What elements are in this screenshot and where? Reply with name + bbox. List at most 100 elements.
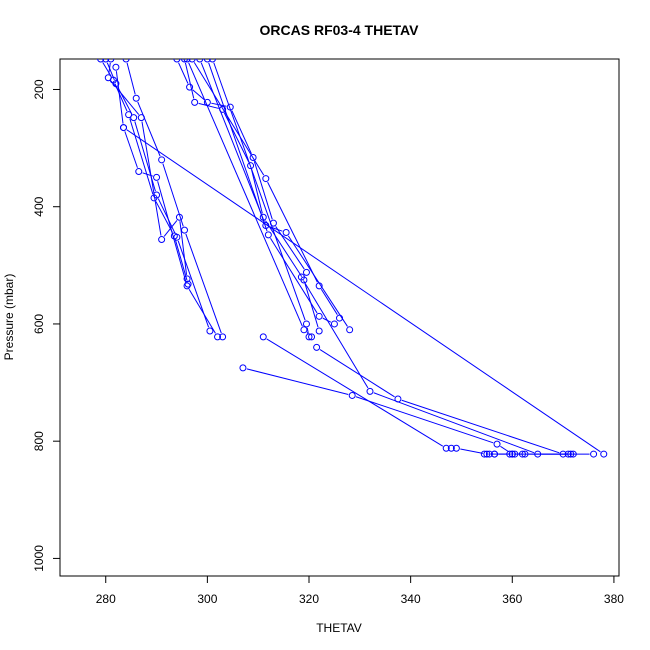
y-tick-label: 800 [32,431,46,451]
series-16 [297,273,577,458]
series-line-segment [306,332,309,335]
data-point [394,395,402,403]
series-line-segment [306,327,309,334]
series-9 [188,59,343,322]
y-tick-label: 400 [32,196,46,216]
data-point [313,343,321,351]
data-point [183,275,191,283]
data-point [181,59,189,63]
data-point [452,444,460,452]
data-point [203,59,211,63]
series-line-segment [155,201,173,233]
data-point [282,229,290,237]
y-axis-label: Pressure (mbar) [2,274,16,361]
data-point [330,320,338,328]
data-point [188,59,196,63]
plot-area: 280 300 320 340 360 380 200 400 600 800 1000 [32,58,624,606]
series-line-segment [185,233,222,334]
y-tick-label: 600 [32,314,46,334]
data-point [493,440,501,448]
series-5 [122,59,227,341]
series-line-segment [231,110,252,155]
data-point [567,450,575,458]
series-line-segment [287,235,348,327]
series-line-segment [500,445,510,453]
x-tick-label: 320 [299,592,319,606]
series-20 [485,450,575,458]
series-line-segment [192,89,205,101]
x-axis-label: THETAV [316,621,362,635]
data-point [132,94,140,102]
series-4 [112,63,222,341]
plot-frame [59,58,620,577]
series-line-segment [184,62,195,99]
series-line-segment [198,102,219,109]
x-tick-label: 360 [502,592,522,606]
series-17 [313,343,572,458]
data-point [308,333,316,341]
series-line-segment [355,396,494,444]
data-point [366,387,374,395]
series-line-segment [115,71,124,124]
data-point [485,450,493,458]
series-14 [259,333,455,452]
data-point [442,444,450,452]
data-point [104,74,112,82]
data-point [158,236,166,244]
series-line-segment [319,349,395,398]
series-group [97,59,608,458]
series-line-segment [124,131,138,168]
data-point [346,326,354,334]
series-line-segment [265,220,303,277]
series-line-segment [200,62,265,222]
data-point [490,450,498,458]
y-tick-label: 200 [32,79,46,99]
series-line-segment [213,62,306,321]
data-point [264,231,272,239]
data-point [183,59,191,63]
series-line-segment [188,289,216,334]
series-line-segment [320,288,338,315]
series-line-segment [266,338,444,447]
data-point [315,327,323,335]
series-line-segment [373,392,535,454]
data-point [186,83,194,91]
series-2 [102,59,214,335]
series-line-segment [141,121,162,236]
series-line-segment [157,198,176,234]
chart-title: ORCAS RF03-4 THETAV [260,22,420,38]
data-point [97,59,105,63]
series-line-segment [126,129,601,453]
data-point [112,63,120,71]
data-point [600,450,608,458]
data-point [302,268,310,276]
series-line-segment [275,226,305,270]
data-point [122,59,130,63]
series-line-segment [246,368,349,395]
data-point [214,333,222,341]
data-point [125,111,133,119]
series-1 [97,59,192,288]
data-point [262,175,270,183]
series-line-segment [303,280,369,389]
data-point [480,450,488,458]
series-line-segment [188,62,303,327]
data-point [300,326,308,334]
data-point [130,114,138,122]
data-point [302,320,310,328]
x-tick-label: 300 [197,592,217,606]
data-point [153,191,161,199]
series-line-segment [460,448,484,454]
data-point [196,59,204,63]
data-point [183,282,191,290]
series-line-segment [401,399,560,454]
data-point [102,59,110,63]
series-line-segment [251,169,263,214]
series-8 [181,59,323,335]
data-point [181,226,189,234]
data-point [173,59,181,63]
y-tick-label: 1000 [32,545,46,572]
data-point [447,444,455,452]
data-point [206,327,214,335]
